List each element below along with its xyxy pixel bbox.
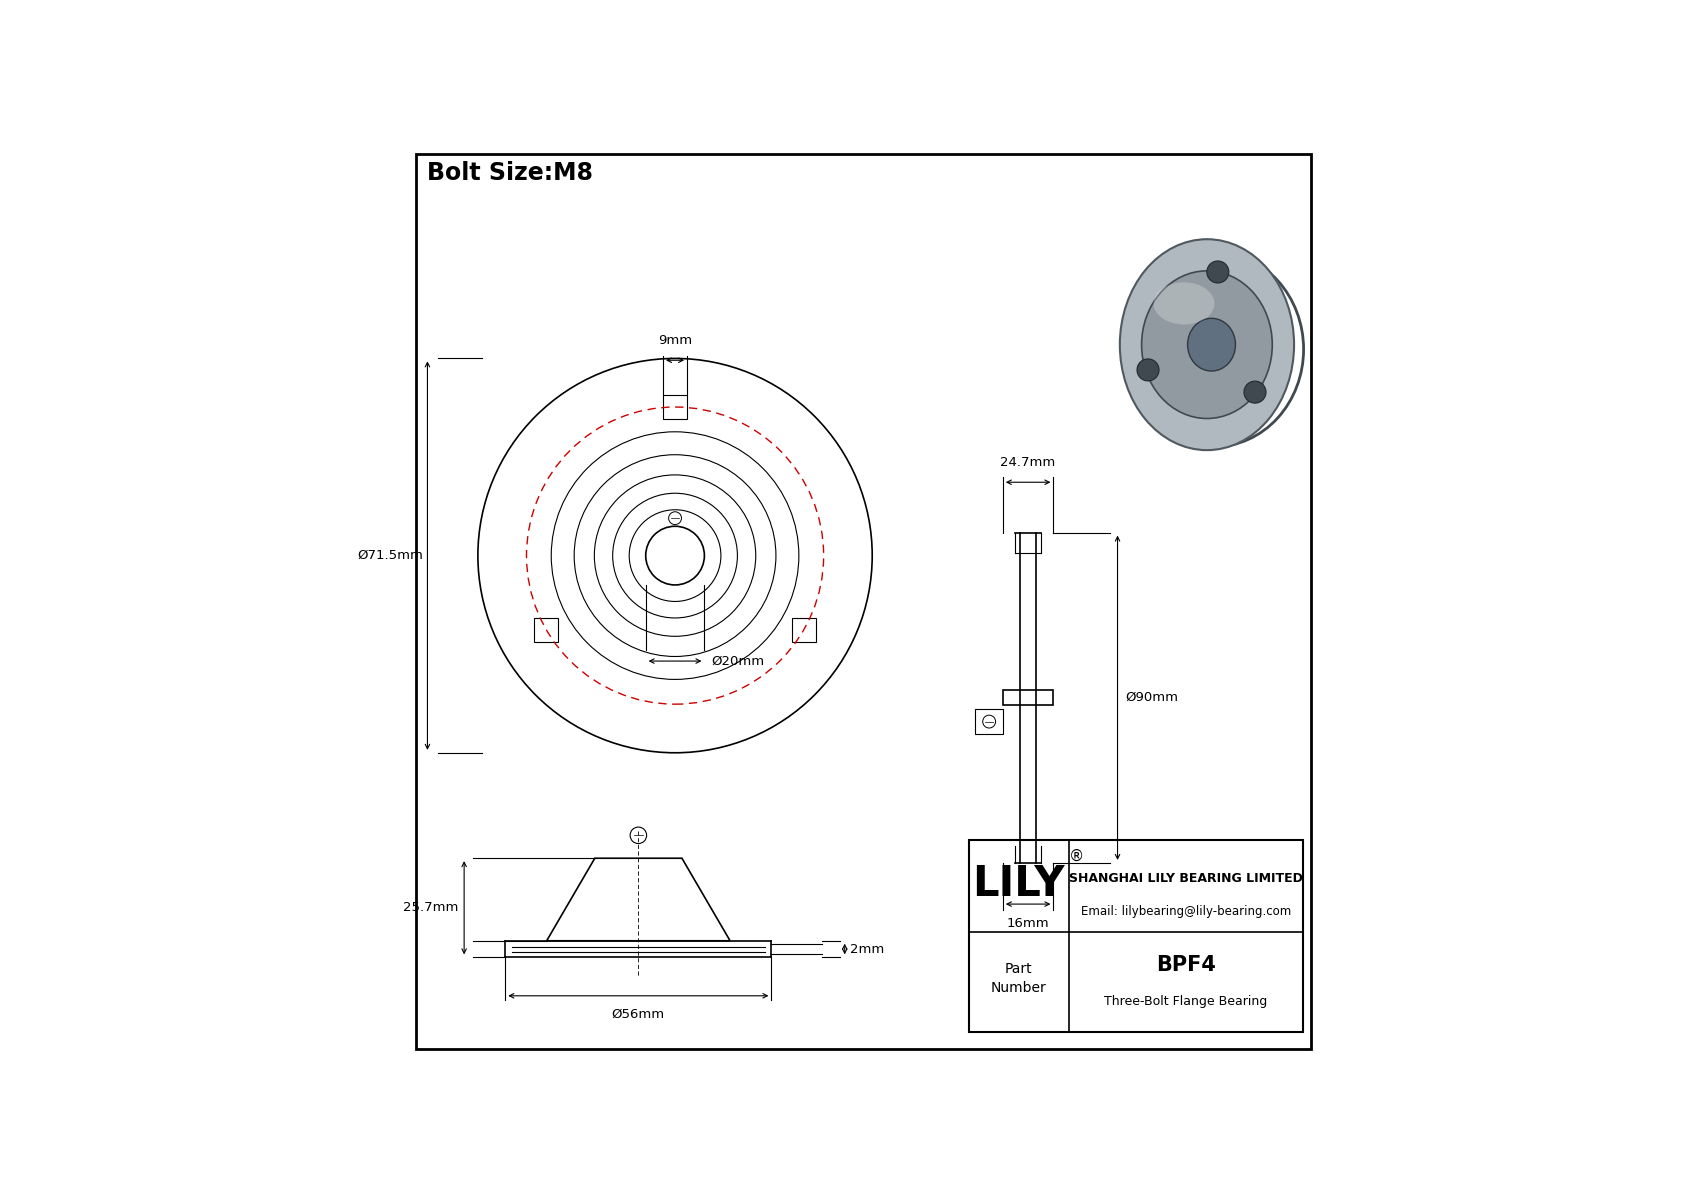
Ellipse shape [1120, 239, 1293, 450]
Bar [791, 618, 815, 642]
Bar [534, 618, 559, 642]
Text: Ø90mm: Ø90mm [1125, 691, 1177, 704]
Bar [663, 395, 687, 419]
Text: Part
Number: Part Number [990, 962, 1046, 996]
Text: LILY: LILY [972, 863, 1064, 905]
Text: Email: lilybearing@lily-bearing.com: Email: lilybearing@lily-bearing.com [1081, 905, 1292, 917]
Text: Three-Bolt Flange Bearing: Three-Bolt Flange Bearing [1105, 996, 1268, 1008]
Circle shape [1207, 261, 1229, 283]
Text: 24.7mm: 24.7mm [1000, 456, 1056, 469]
Ellipse shape [1154, 282, 1214, 324]
Bar [975, 709, 1004, 735]
Text: BPF4: BPF4 [1157, 955, 1216, 975]
Text: Bolt Size:M8: Bolt Size:M8 [428, 161, 593, 185]
Bar [1004, 691, 1054, 705]
Circle shape [1137, 358, 1159, 381]
Text: 16mm: 16mm [1007, 917, 1049, 930]
Text: Ø20mm: Ø20mm [712, 655, 765, 668]
Text: 2mm: 2mm [850, 942, 884, 955]
Text: 25.7mm: 25.7mm [402, 902, 458, 915]
Bar [968, 840, 1303, 1033]
Text: Ø56mm: Ø56mm [611, 1008, 665, 1021]
Text: 9mm: 9mm [658, 335, 692, 348]
Circle shape [1244, 381, 1266, 403]
Text: ®: ® [1069, 849, 1084, 865]
Ellipse shape [1187, 318, 1236, 372]
Text: SHANGHAI LILY BEARING LIMITED: SHANGHAI LILY BEARING LIMITED [1069, 872, 1303, 885]
Text: Ø71.5mm: Ø71.5mm [357, 549, 423, 562]
Ellipse shape [1142, 270, 1273, 418]
